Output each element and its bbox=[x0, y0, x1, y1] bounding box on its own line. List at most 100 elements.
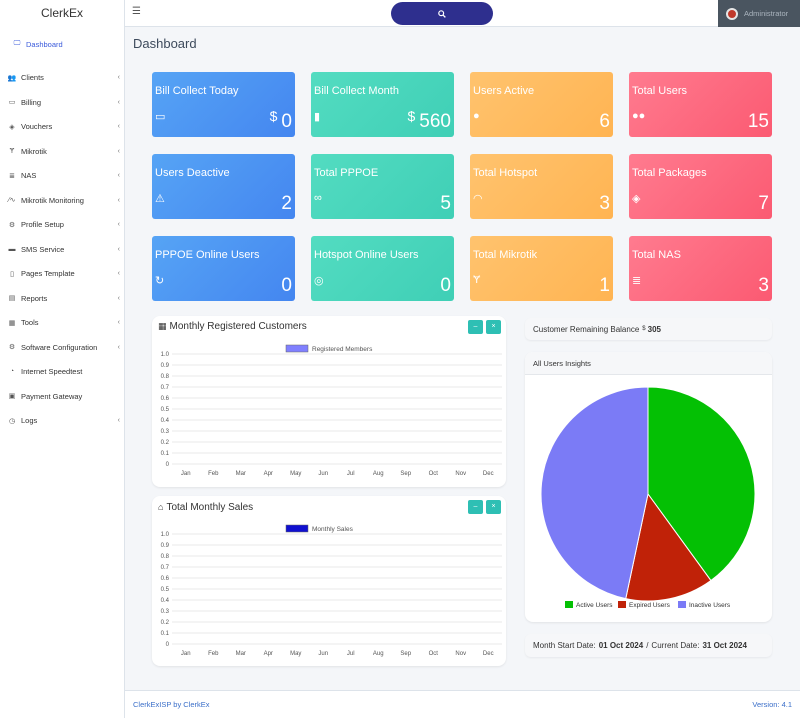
y-tick-label: 1.0 bbox=[161, 532, 170, 538]
minimize-button[interactable]: – bbox=[468, 500, 483, 514]
x-tick-label: Mar bbox=[236, 651, 246, 657]
sidebar-item-reports[interactable]: ▤ Reports ‹ bbox=[0, 286, 124, 311]
x-tick-label: Feb bbox=[208, 651, 219, 657]
sidebar-item-clients[interactable]: 👥 Clients ‹ bbox=[0, 66, 124, 91]
stat-card-title: Total Hotspot bbox=[473, 167, 538, 179]
sidebar-item-software-configuration[interactable]: ⚙ Software Configuration ‹ bbox=[0, 335, 124, 360]
minimize-button[interactable]: – bbox=[468, 320, 483, 334]
stat-card-total-nas[interactable]: Total NAS ≣ 3 bbox=[629, 236, 772, 301]
footer: ClerkExISP by ClerkEx Version: 4.1 bbox=[125, 690, 800, 718]
stat-card-value-wrap: 0 bbox=[440, 275, 451, 297]
sidebar-item-label: Vouchers bbox=[21, 122, 53, 132]
stat-card-value-wrap: 5 bbox=[440, 193, 451, 215]
footer-credit-link[interactable]: ClerkExISP by ClerkEx bbox=[133, 700, 210, 709]
stat-card-total-packages[interactable]: Total Packages ◈ 7 bbox=[629, 154, 772, 219]
x-tick-label: May bbox=[290, 471, 301, 477]
current-date-label: Current Date: bbox=[651, 641, 700, 650]
menu-toggle-icon[interactable]: ☰ bbox=[132, 6, 141, 17]
stat-card-users-active[interactable]: Users Active ● 6 bbox=[470, 72, 613, 137]
users-insights-title: All Users Insights bbox=[533, 359, 591, 368]
x-tick-label: Aug bbox=[373, 471, 384, 477]
stat-card-bill-collect-today[interactable]: Bill Collect Today ▭ $0 bbox=[152, 72, 295, 137]
stat-card-total-users[interactable]: Total Users ●● 15 bbox=[629, 72, 772, 137]
sidebar-item-label: Payment Gateway bbox=[21, 391, 83, 401]
users-insights-header: All Users Insights bbox=[525, 352, 772, 375]
stat-card-pppoe-online-users[interactable]: PPPOE Online Users ↻ 0 bbox=[152, 236, 295, 301]
sidebar-item-vouchers[interactable]: ◈ Vouchers ‹ bbox=[0, 115, 124, 140]
stat-card-total-mikrotik[interactable]: Total Mikrotik Ɏ 1 bbox=[470, 236, 613, 301]
stat-card-value-wrap: 2 bbox=[281, 193, 292, 215]
grid-icon: ▦ bbox=[158, 321, 167, 331]
legend-swatch bbox=[565, 601, 573, 608]
gauge-icon: ◔ bbox=[9, 368, 15, 376]
close-button[interactable]: × bbox=[486, 320, 501, 334]
sidebar-item-pages-template[interactable]: ▯ Pages Template ‹ bbox=[0, 262, 124, 287]
x-tick-label: Oct bbox=[429, 651, 439, 657]
x-tick-label: Nov bbox=[455, 471, 466, 477]
sidebar-item-label: Software Configuration bbox=[21, 342, 98, 352]
stat-card-bill-collect-month[interactable]: Bill Collect Month ▮ $560 bbox=[311, 72, 454, 137]
cog-icon: ⚙ bbox=[8, 344, 16, 352]
x-tick-label: Sep bbox=[400, 651, 411, 657]
sidebar-item-dashboard[interactable]: 🖵 Dashboard bbox=[0, 32, 124, 57]
sidebar-item-nas[interactable]: ≣ NAS ‹ bbox=[0, 164, 124, 189]
x-tick-label: Apr bbox=[264, 471, 273, 477]
stat-card-value: 0 bbox=[440, 275, 451, 296]
stat-card-title: Users Deactive bbox=[155, 167, 230, 179]
chevron-left-icon: ‹ bbox=[117, 319, 120, 327]
topbar: ☰ Administrator bbox=[125, 0, 800, 27]
search-button[interactable] bbox=[391, 2, 493, 25]
x-tick-label: Sep bbox=[400, 471, 411, 477]
y-tick-label: 0.4 bbox=[161, 418, 170, 424]
chevron-left-icon: ‹ bbox=[117, 417, 120, 425]
stat-card-hotspot-online-users[interactable]: Hotspot Online Users ◎ 0 bbox=[311, 236, 454, 301]
date-separator: / bbox=[646, 641, 649, 650]
stat-card-title: Total NAS bbox=[632, 249, 681, 261]
sidebar-item-payment-gateway[interactable]: ▣ Payment Gateway bbox=[0, 384, 124, 409]
stat-card-total-hotspot[interactable]: Total Hotspot ◠ 3 bbox=[470, 154, 613, 219]
sidebar-item-label: Mikrotik bbox=[21, 146, 47, 156]
chevron-left-icon: ‹ bbox=[117, 245, 120, 253]
sidebar-item-mikrotik[interactable]: Ɏ Mikrotik ‹ bbox=[0, 139, 124, 164]
y-tick-label: 1.0 bbox=[161, 352, 170, 358]
current-date-value: 31 Oct 2024 bbox=[702, 641, 747, 650]
chevron-left-icon: ‹ bbox=[117, 294, 120, 302]
sync-icon: ↻ bbox=[155, 275, 165, 287]
monitor-icon: 🖵 bbox=[13, 40, 21, 48]
sidebar-item-label: Reports bbox=[21, 293, 48, 303]
chevron-left-icon: ‹ bbox=[117, 270, 120, 278]
sidebar-item-label: Pages Template bbox=[21, 269, 75, 279]
sidebar-item-billing[interactable]: ▭ Billing ‹ bbox=[0, 90, 124, 115]
x-tick-label: Aug bbox=[373, 651, 384, 657]
sidebar-item-profile-setup[interactable]: ⚙ Profile Setup ‹ bbox=[0, 213, 124, 238]
pulse-icon: ⁄∿ bbox=[8, 197, 16, 205]
sidebar-item-logs[interactable]: ◷ Logs ‹ bbox=[0, 409, 124, 434]
app-brand[interactable]: ClerkEx bbox=[40, 6, 83, 20]
registered-customers-title: Monthly Registered Customers bbox=[169, 321, 307, 332]
legend-label: Expired Users bbox=[629, 602, 671, 609]
sidebar-item-internet-speedtest[interactable]: ◔ Internet Speedtest bbox=[0, 360, 124, 385]
sidebar: ClerkEx 🖵 Dashboard 👥 Clients ‹ ▭ Billing ‹ ◈ Vou… bbox=[0, 0, 125, 718]
avatar bbox=[726, 7, 738, 20]
database-icon: ≣ bbox=[632, 275, 642, 287]
sidebar-item-mikrotik-monitoring[interactable]: ⁄∿ Mikrotik Monitoring ‹ bbox=[0, 188, 124, 213]
pie-slice-expired-users bbox=[625, 492, 712, 602]
user-menu[interactable]: Administrator bbox=[718, 0, 800, 27]
file-icon: ▯ bbox=[10, 270, 14, 278]
y-tick-label: 0.8 bbox=[161, 554, 170, 560]
close-button[interactable]: × bbox=[486, 500, 501, 514]
stat-card-title: Total Packages bbox=[632, 167, 707, 179]
x-tick-label: Oct bbox=[429, 471, 439, 477]
stat-card-users-deactive[interactable]: Users Deactive ⚠ 2 bbox=[152, 154, 295, 219]
sidebar-item-sms-service[interactable]: ▬ SMS Service ‹ bbox=[0, 237, 124, 262]
stat-card-total-pppoe[interactable]: Total PPPOE ∞ 5 bbox=[311, 154, 454, 219]
sidebar-item-tools[interactable]: ▦ Tools ‹ bbox=[0, 311, 124, 336]
y-tick-label: 0.1 bbox=[161, 451, 170, 457]
x-tick-label: Mar bbox=[236, 471, 246, 477]
stat-card-title: Bill Collect Month bbox=[314, 85, 399, 97]
legend-label: Monthly Sales bbox=[312, 526, 354, 533]
monthly-sales-title: Total Monthly Sales bbox=[166, 502, 254, 513]
warning-icon: ⚠ bbox=[155, 193, 165, 205]
stat-card-value: 2 bbox=[281, 193, 292, 214]
fork-icon: Ɏ bbox=[9, 147, 15, 155]
